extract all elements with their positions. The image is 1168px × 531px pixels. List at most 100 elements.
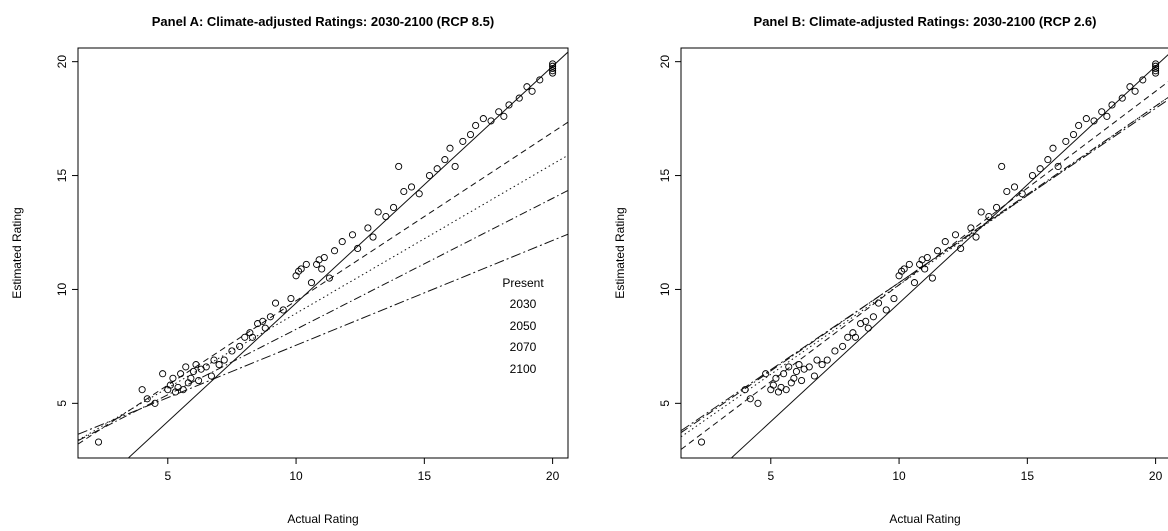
- data-point: [1044, 156, 1052, 164]
- data-point: [549, 69, 557, 77]
- data-point: [754, 399, 762, 407]
- x-tick-label: 5: [164, 469, 171, 483]
- data-point: [515, 94, 523, 102]
- panel-a-title: Panel A: Climate-adjusted Ratings: 2030-…: [152, 14, 494, 29]
- data-point: [528, 87, 536, 95]
- data-point: [179, 386, 187, 394]
- data-point: [241, 333, 249, 341]
- data-point: [446, 144, 454, 152]
- panel-a: Panel A: Climate-adjusted Ratings: 2030-…: [10, 14, 569, 526]
- data-point: [1131, 87, 1139, 95]
- data-point: [459, 137, 467, 145]
- x-tick-label: 10: [892, 469, 906, 483]
- data-point: [1003, 187, 1011, 196]
- data-point: [1054, 162, 1062, 170]
- fit-line-2030: [78, 121, 568, 445]
- data-point: [810, 372, 818, 380]
- data-point: [967, 224, 975, 232]
- data-point: [795, 361, 803, 369]
- data-point: [271, 299, 280, 307]
- data-point: [338, 238, 346, 246]
- data-point: [166, 381, 174, 389]
- data-point: [862, 317, 870, 325]
- x-tick-label: 20: [546, 469, 560, 483]
- data-point: [549, 62, 557, 70]
- data-point: [354, 244, 362, 252]
- data-point: [302, 260, 310, 268]
- fit-line-present: [127, 51, 568, 458]
- data-point: [1152, 69, 1160, 77]
- data-point: [500, 112, 508, 120]
- data-point: [890, 295, 898, 303]
- data-point: [295, 267, 303, 275]
- data-point: [905, 260, 913, 268]
- data-point: [523, 83, 531, 91]
- panel-a-legend: Present 2030 2050 2070 2100: [502, 276, 544, 376]
- panel-b-points: [697, 60, 1160, 446]
- data-point: [195, 377, 203, 385]
- fit-line-2070: [681, 96, 1168, 434]
- data-point: [790, 374, 798, 382]
- data-point: [1036, 165, 1044, 173]
- data-point: [769, 381, 777, 389]
- x-tick-label: 15: [418, 469, 432, 483]
- panel-b-x-axis-label: Actual Rating: [889, 512, 960, 526]
- panel-a-x-axis-label: Actual Rating: [287, 512, 358, 526]
- data-point: [297, 265, 305, 273]
- data-point: [697, 438, 706, 446]
- data-point: [407, 183, 416, 191]
- y-tick-label: 20: [55, 55, 69, 69]
- panel-b-x-axis: 5 10 15 20: [767, 458, 1163, 483]
- data-point: [202, 363, 210, 371]
- data-point: [1090, 117, 1098, 125]
- x-tick-label: 10: [289, 469, 303, 483]
- data-point: [549, 60, 557, 68]
- data-point: [805, 363, 813, 371]
- data-point: [236, 342, 244, 350]
- panel-b: Panel B: Climate-adjusted Ratings: 2030-…: [613, 14, 1168, 526]
- data-point: [831, 347, 839, 355]
- panel-b-plot-frame: [680, 47, 1168, 459]
- panel-a-y-axis: 5 10 15 20: [55, 55, 78, 407]
- fit-line-2070: [78, 190, 568, 442]
- panel-b-fit-lines: [681, 54, 1168, 458]
- data-point: [972, 233, 980, 241]
- data-point: [374, 208, 382, 216]
- data-point: [933, 247, 942, 255]
- y-tick-label: 5: [658, 400, 672, 407]
- data-point: [425, 172, 434, 180]
- data-point: [900, 265, 908, 273]
- data-point: [985, 213, 993, 221]
- data-point: [864, 324, 872, 332]
- data-point: [921, 265, 929, 273]
- data-point: [279, 306, 287, 314]
- data-point: [1103, 112, 1111, 120]
- data-point: [780, 370, 788, 378]
- data-point: [505, 101, 513, 109]
- data-point: [823, 356, 831, 364]
- data-point: [210, 356, 218, 364]
- data-point: [910, 279, 919, 287]
- panel-b-y-axis-label: Estimated Rating: [613, 207, 627, 298]
- data-point: [320, 254, 328, 262]
- data-point: [143, 395, 151, 403]
- data-point: [400, 187, 408, 196]
- fit-line-present: [730, 54, 1168, 458]
- data-point: [187, 374, 195, 382]
- data-point: [898, 267, 906, 275]
- data-point: [189, 367, 197, 375]
- data-point: [330, 247, 339, 255]
- data-point: [248, 333, 257, 341]
- data-point: [923, 254, 931, 262]
- data-point: [1062, 137, 1070, 145]
- data-point: [1152, 60, 1160, 68]
- data-point: [792, 367, 800, 375]
- data-point: [220, 356, 228, 364]
- legend-entry-2050: 2050: [510, 319, 537, 333]
- data-point: [869, 313, 877, 321]
- panel-a-plot-frame: [77, 47, 569, 459]
- data-point: [266, 313, 274, 321]
- data-point: [1010, 183, 1019, 191]
- data-point: [1018, 190, 1026, 198]
- data-point: [1118, 94, 1126, 102]
